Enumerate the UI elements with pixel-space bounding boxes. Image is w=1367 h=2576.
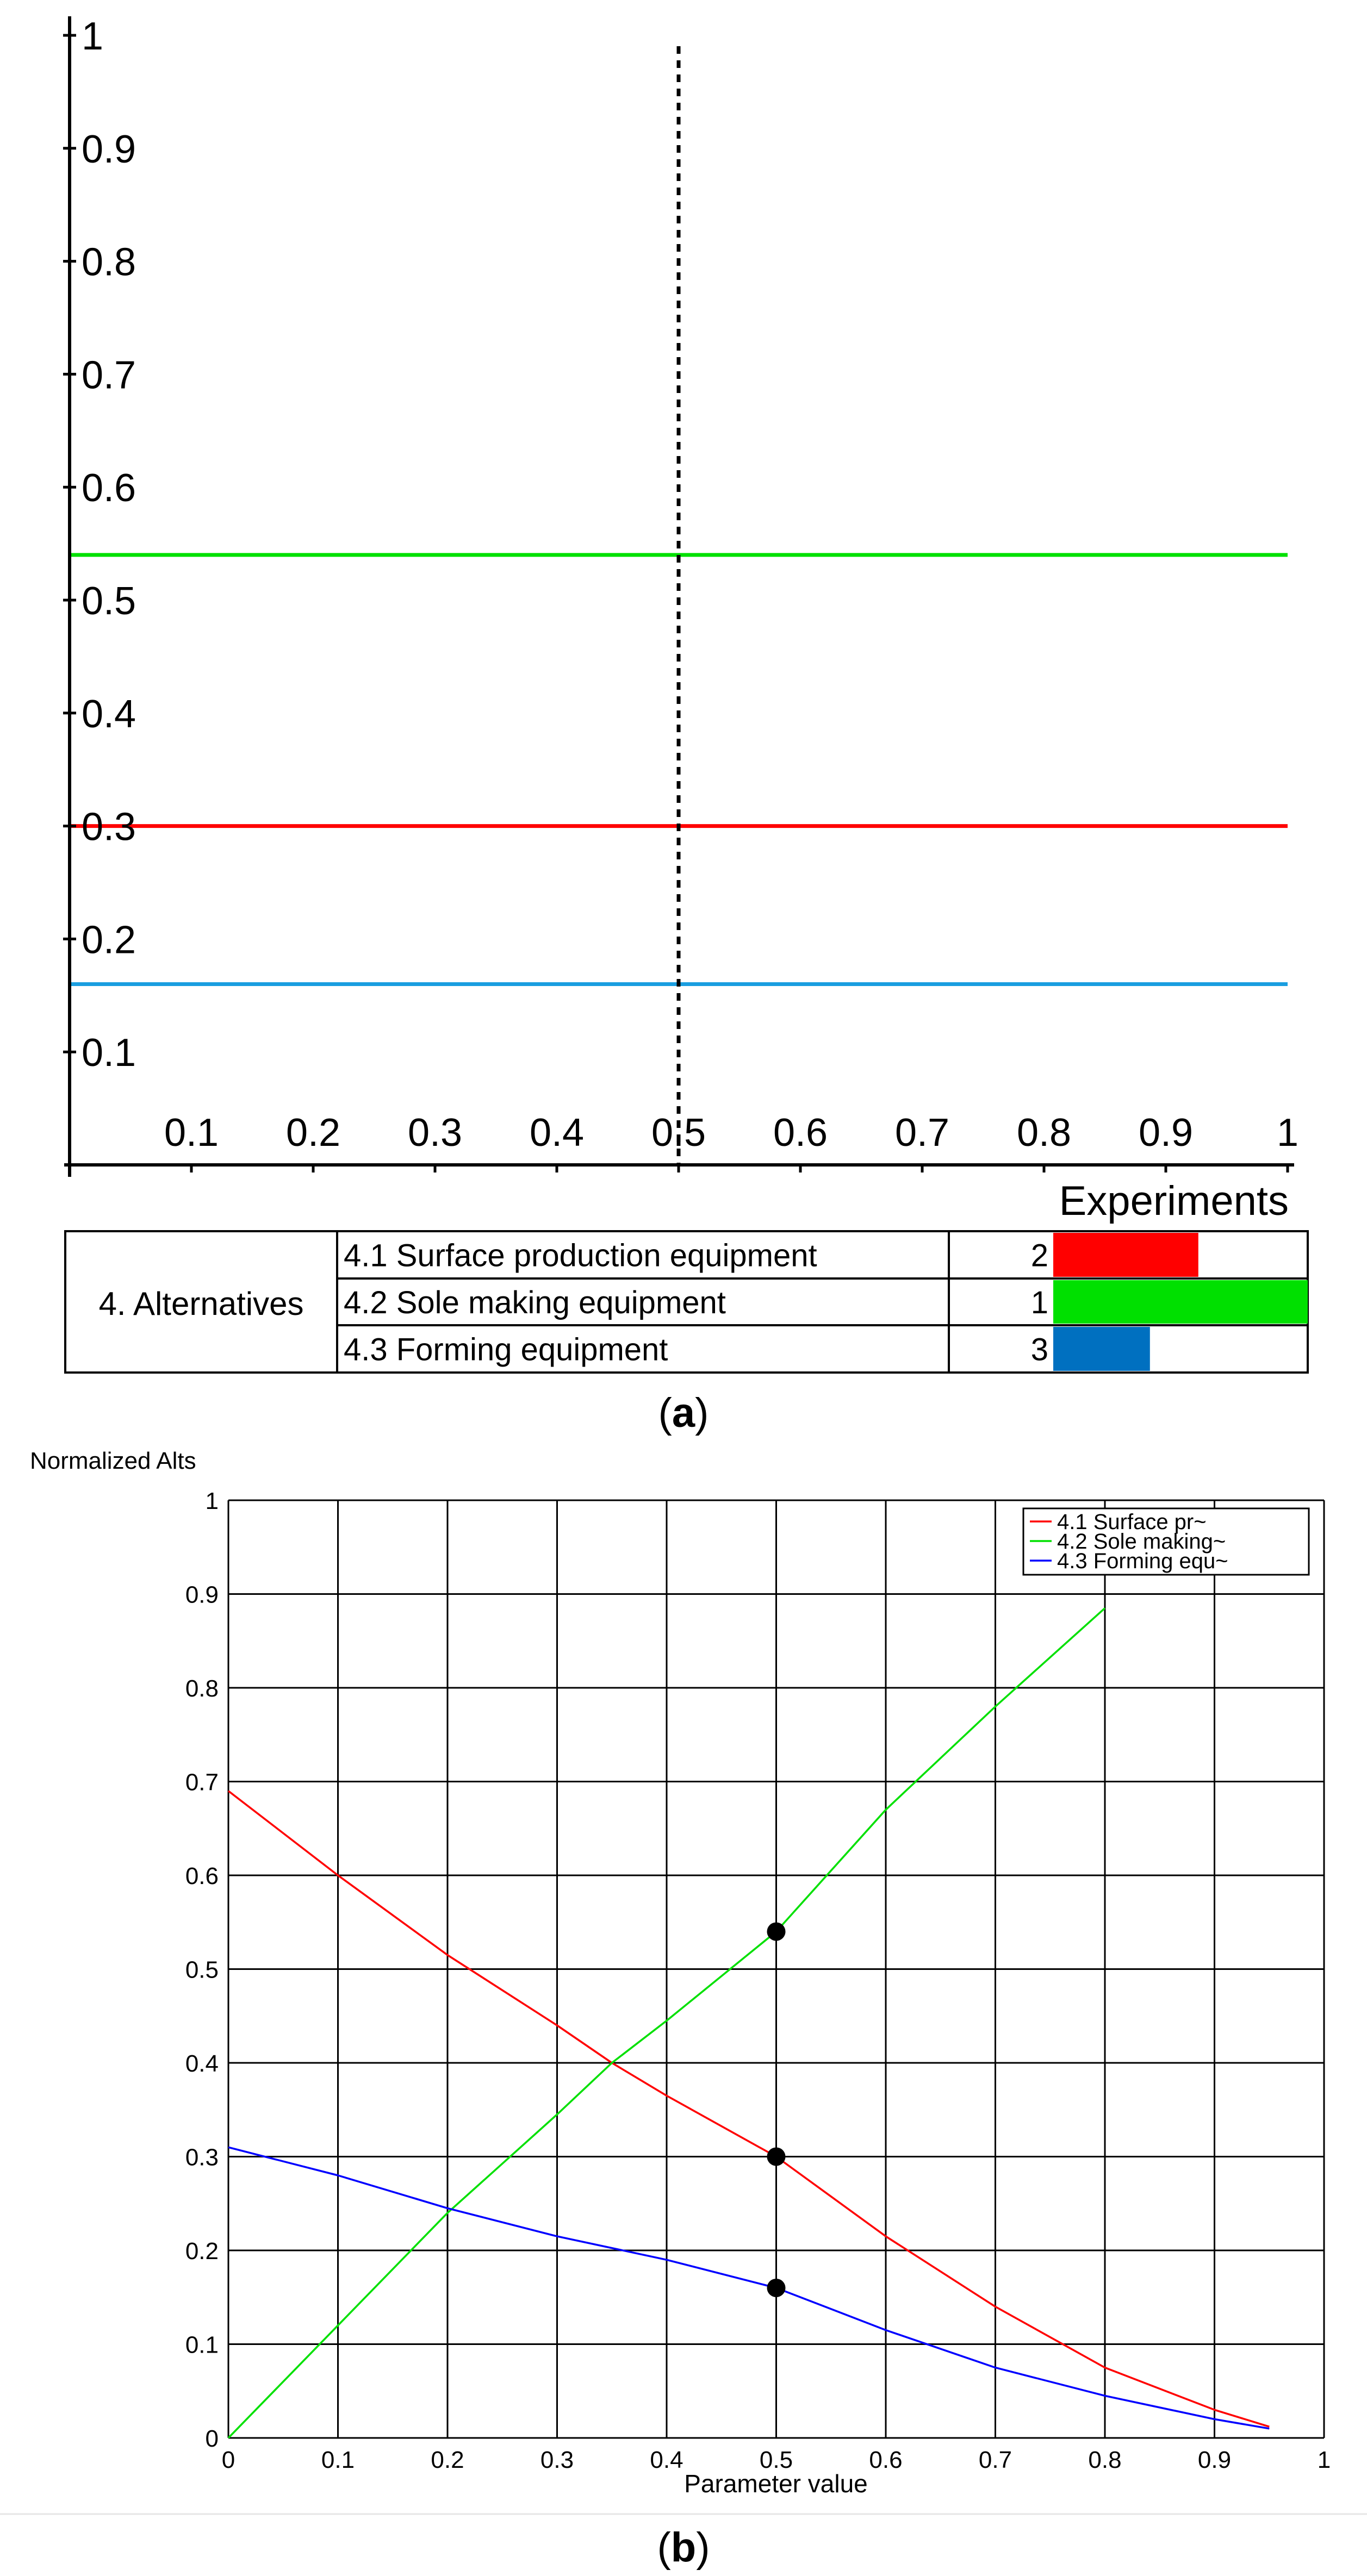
panel-b-legend-label: 4.2 Sole making~ <box>1057 1530 1226 1554</box>
panel-b-x-tick-label: 0.9 <box>1198 2447 1231 2473</box>
table-row-rank: 2 <box>1031 1238 1048 1274</box>
panel-b-y-tick-label: 0.4 <box>185 2050 219 2077</box>
panel-b-x-axis-label: Parameter value <box>684 2469 868 2498</box>
panel-a-y-tick-label: 0.9 <box>82 128 136 171</box>
panel-b-x-tick-label: 0.4 <box>650 2447 683 2473</box>
table-row-label: 4.3 Forming equipment <box>344 1332 668 1368</box>
panel-b-data-point <box>767 2147 786 2166</box>
panel-a-y-tick-label: 0.6 <box>82 466 136 510</box>
panel-b-points-layer <box>767 1922 786 2297</box>
panel-a-alternatives-table: 4. Alternatives 4.1 Surface production e… <box>64 1230 1309 1374</box>
panel-b-caption: (b) <box>657 2524 710 2571</box>
panel-a-x-tick-label: 0.5 <box>651 1111 706 1155</box>
panel-b-x-tick-label: 0.6 <box>869 2447 902 2473</box>
panel-a-x-tick-label: 1 <box>1277 1111 1298 1155</box>
panel-b-chart: Normalized Alts 0 0.1 0.2 0.3 0.4 0.5 0.6 0.7 0.… <box>30 1448 1331 2498</box>
panel-b-x-tick-label: 1 <box>1318 2447 1331 2473</box>
panel-b-x-tick-label: 0.3 <box>540 2447 574 2473</box>
panel-b-x-tick-label: 0.5 <box>760 2447 793 2473</box>
panel-b-legend-label: 4.1 Surface pr~ <box>1057 1510 1207 1534</box>
panel-a-x-tick-label: 0.2 <box>286 1111 340 1155</box>
panel-a-x-ticks: 0.1 0.2 0.3 0.4 0.5 0.6 0.7 0.8 0.9 1 <box>164 1111 1298 1172</box>
table-row-label: 4.1 Surface production equipment <box>344 1238 817 1274</box>
panel-a-x-tick-label: 0.8 <box>1017 1111 1071 1155</box>
panel-b-y-tick-label: 1 <box>206 1488 219 1514</box>
panel-b-x-ticks: 0 0.1 0.2 0.3 0.4 0.5 0.6 0.7 0.8 0.9 1 <box>222 2447 1331 2473</box>
panel-b-series-line-1 <box>227 1790 1270 2428</box>
panel-a-x-tick-label: 0.6 <box>773 1111 828 1155</box>
table-row-rank-bar <box>1053 1233 1198 1277</box>
panel-a-x-tick-label: 0.4 <box>530 1111 584 1155</box>
panel-a-y-tick-label: 0.1 <box>82 1031 136 1075</box>
panel-a-caption: (a) <box>658 1390 709 1436</box>
table-row-rank: 1 <box>1031 1285 1048 1320</box>
table-rows: 4.1 Surface production equipment 2 4.2 Sol… <box>344 1233 1308 1371</box>
panel-b-legend-box <box>1022 1507 1310 1576</box>
panel-a-x-tick-label: 0.9 <box>1139 1111 1193 1155</box>
panel-b-y-tick-label: 0.2 <box>185 2238 219 2265</box>
panel-b-title: Normalized Alts <box>30 1448 196 1474</box>
panel-a-y-ticks: 0.1 0.2 0.3 0.4 0.5 0.6 0.7 0.8 0.9 1 <box>63 15 136 1075</box>
panel-b-y-ticks: 0 0.1 0.2 0.3 0.4 0.5 0.6 0.7 0.8 0.9 1 <box>185 1488 219 2452</box>
panel-b-y-tick-label: 0 <box>206 2425 219 2452</box>
panel-b-series-line-2 <box>227 1607 1106 2439</box>
table-row-label: 4.2 Sole making equipment <box>344 1285 726 1320</box>
panel-a-y-tick-label: 0.5 <box>82 579 136 623</box>
panel-a-y-tick-label: 0.7 <box>82 353 136 397</box>
table-row-rank: 3 <box>1031 1332 1048 1368</box>
panel-b-x-tick-label: 0.7 <box>979 2447 1012 2473</box>
panel-a-chart: 0.10.20.30.40.50.60.70.80.91 0.1 0.2 0.3 0.… <box>63 15 1298 1224</box>
table-group-label: 4. Alternatives <box>99 1286 304 1322</box>
panel-a-x-tick-label: 0.1 <box>164 1111 219 1155</box>
panel-b-y-tick-label: 0.3 <box>185 2144 219 2171</box>
panel-b-x-tick-label: 0.2 <box>431 2447 464 2473</box>
panel-a-x-axis-label: Experiments <box>1059 1178 1289 1224</box>
panel-b-y-tick-label: 0.5 <box>185 1957 219 1984</box>
panel-b-y-tick-label: 0.9 <box>185 1582 219 1608</box>
panel-a-y-tick-label: 0.4 <box>82 693 136 736</box>
panel-b-y-tick-label: 0.1 <box>185 2332 219 2359</box>
panel-a-x-tick-label: 0.3 <box>408 1111 462 1155</box>
panel-b-legend: 4.1 Surface pr~4.2 Sole making~4.3 Formi… <box>1022 1507 1310 1576</box>
panel-a-y-tick-label: 0.3 <box>82 806 136 849</box>
panel-b-y-tick-label: 0.7 <box>185 1769 219 1796</box>
panel-b-data-point <box>767 2279 786 2297</box>
panel-b-x-tick-label: 0.8 <box>1088 2447 1121 2473</box>
panel-b-y-tick-label: 0.8 <box>185 1675 219 1702</box>
panel-a-x-tick-label: 0.7 <box>895 1111 949 1155</box>
panel-b-x-tick-label: 0 <box>222 2447 235 2473</box>
panel-a-y-tick-label: 0.8 <box>82 241 136 284</box>
table-row-rank-bar <box>1053 1280 1308 1324</box>
panel-b-y-tick-label: 0.6 <box>185 1863 219 1889</box>
panel-a-y-tick-label: 0.2 <box>82 918 136 962</box>
panel-b-legend-label: 4.3 Forming equ~ <box>1057 1549 1228 1573</box>
panel-b-x-tick-label: 0.1 <box>321 2447 355 2473</box>
panel-a-y-tick-label: 1 <box>82 15 103 58</box>
panel-b-data-point <box>767 1922 786 1941</box>
table-row-rank-bar <box>1053 1327 1150 1371</box>
